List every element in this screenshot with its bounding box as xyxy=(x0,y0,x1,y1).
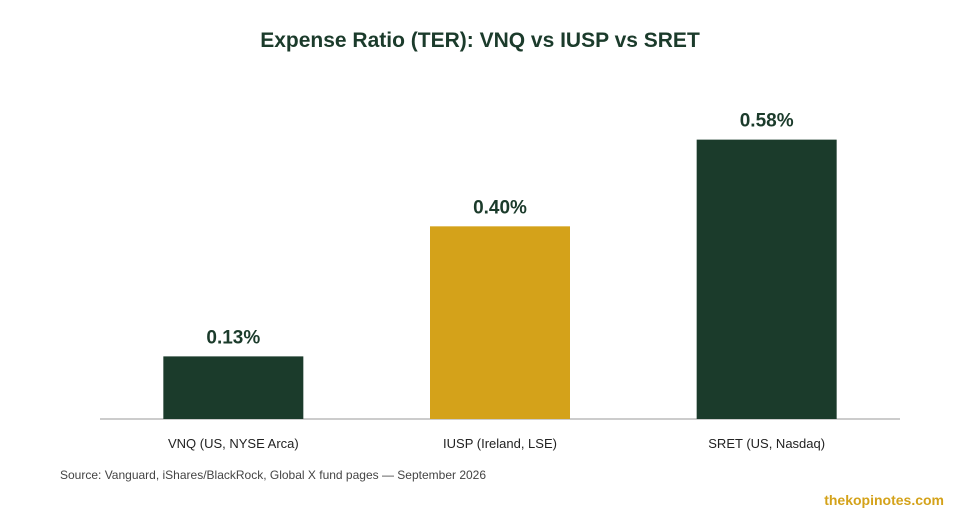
category-label-0: VNQ (US, NYSE Arca) xyxy=(168,436,299,451)
bar-2 xyxy=(696,139,837,419)
category-label-1: IUSP (Ireland, LSE) xyxy=(443,436,557,451)
category-label-2: SRET (US, Nasdaq) xyxy=(708,436,825,451)
bar-1 xyxy=(430,226,570,419)
value-label-0: 0.13% xyxy=(206,327,260,348)
value-label-2: 0.58% xyxy=(740,111,794,132)
category-labels-group: VNQ (US, NYSE Arca) IUSP (Ireland, LSE) SR… xyxy=(168,436,825,451)
value-labels-group: 0.13% 0.40% 0.58% xyxy=(206,111,793,349)
bar-0 xyxy=(163,356,304,419)
source-note: Source: Vanguard, iShares/BlackRock, Glo… xyxy=(60,468,487,482)
value-label-1: 0.40% xyxy=(473,197,527,218)
chart-title: Expense Ratio (TER): VNQ vs IUSP vs SRET xyxy=(260,29,700,52)
bars-group xyxy=(163,139,837,419)
brand-watermark: thekopinotes.com xyxy=(824,492,944,508)
